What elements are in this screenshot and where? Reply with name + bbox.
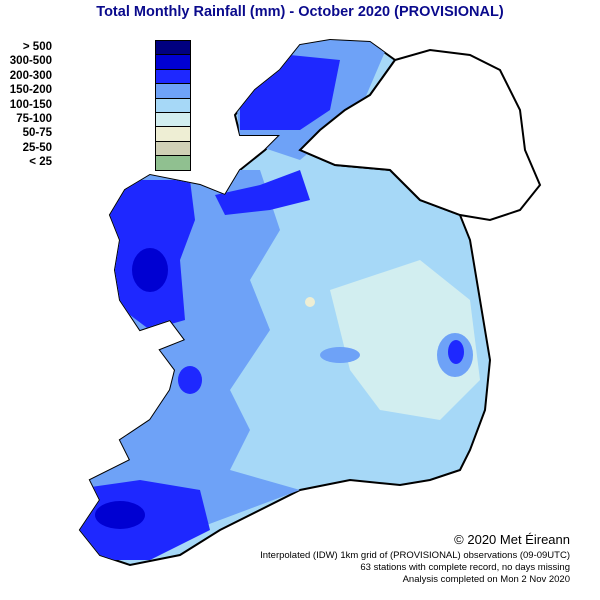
- legend-label: 25-50: [22, 141, 52, 154]
- roi-rainfall-grid: [78, 38, 492, 567]
- legend-swatch: [155, 140, 191, 156]
- legend-label: > 500: [22, 41, 52, 53]
- map-title: Total Monthly Rainfall (mm) - October 20…: [96, 4, 504, 20]
- zone-200-300-sligo: [215, 170, 310, 215]
- legend-label: < 25: [29, 156, 52, 169]
- legend-label: 100-150: [9, 98, 52, 111]
- zone-300-500-mayo: [132, 248, 168, 292]
- legend-label: 50-75: [22, 127, 52, 140]
- legend-swatch: [155, 40, 191, 55]
- zone-150-200-midlands: [320, 347, 360, 363]
- legend-label: 300-500: [9, 55, 52, 68]
- legend-label: 150-200: [9, 84, 52, 97]
- legend-label: 200-300: [9, 69, 52, 82]
- legend-swatch: [155, 68, 191, 84]
- legend-swatch: [155, 54, 191, 69]
- zone-50-75-spot: [305, 297, 315, 307]
- legend-swatch: [155, 83, 191, 98]
- footer-method: Interpolated (IDW) 1km grid of (PROVISIO…: [260, 550, 570, 561]
- legend-swatch: [155, 155, 191, 171]
- legend-swatch: [155, 97, 191, 112]
- zone-200-300-wicklow: [448, 340, 464, 364]
- legend-swatch: [155, 126, 191, 141]
- zone-75-100-east: [330, 260, 480, 420]
- copyright: © 2020 Met Éireann: [454, 532, 570, 547]
- legend-label: 75-100: [16, 112, 52, 125]
- zone-300-500-kerry: [95, 501, 145, 529]
- footer-stations: 63 stations with complete record, no day…: [360, 562, 570, 573]
- northern-ireland-no-data: [298, 48, 542, 222]
- zone-200-300-clare: [178, 366, 202, 394]
- footer-analysis-date: Analysis completed on Mon 2 Nov 2020: [402, 574, 570, 585]
- legend-swatch: [155, 111, 191, 127]
